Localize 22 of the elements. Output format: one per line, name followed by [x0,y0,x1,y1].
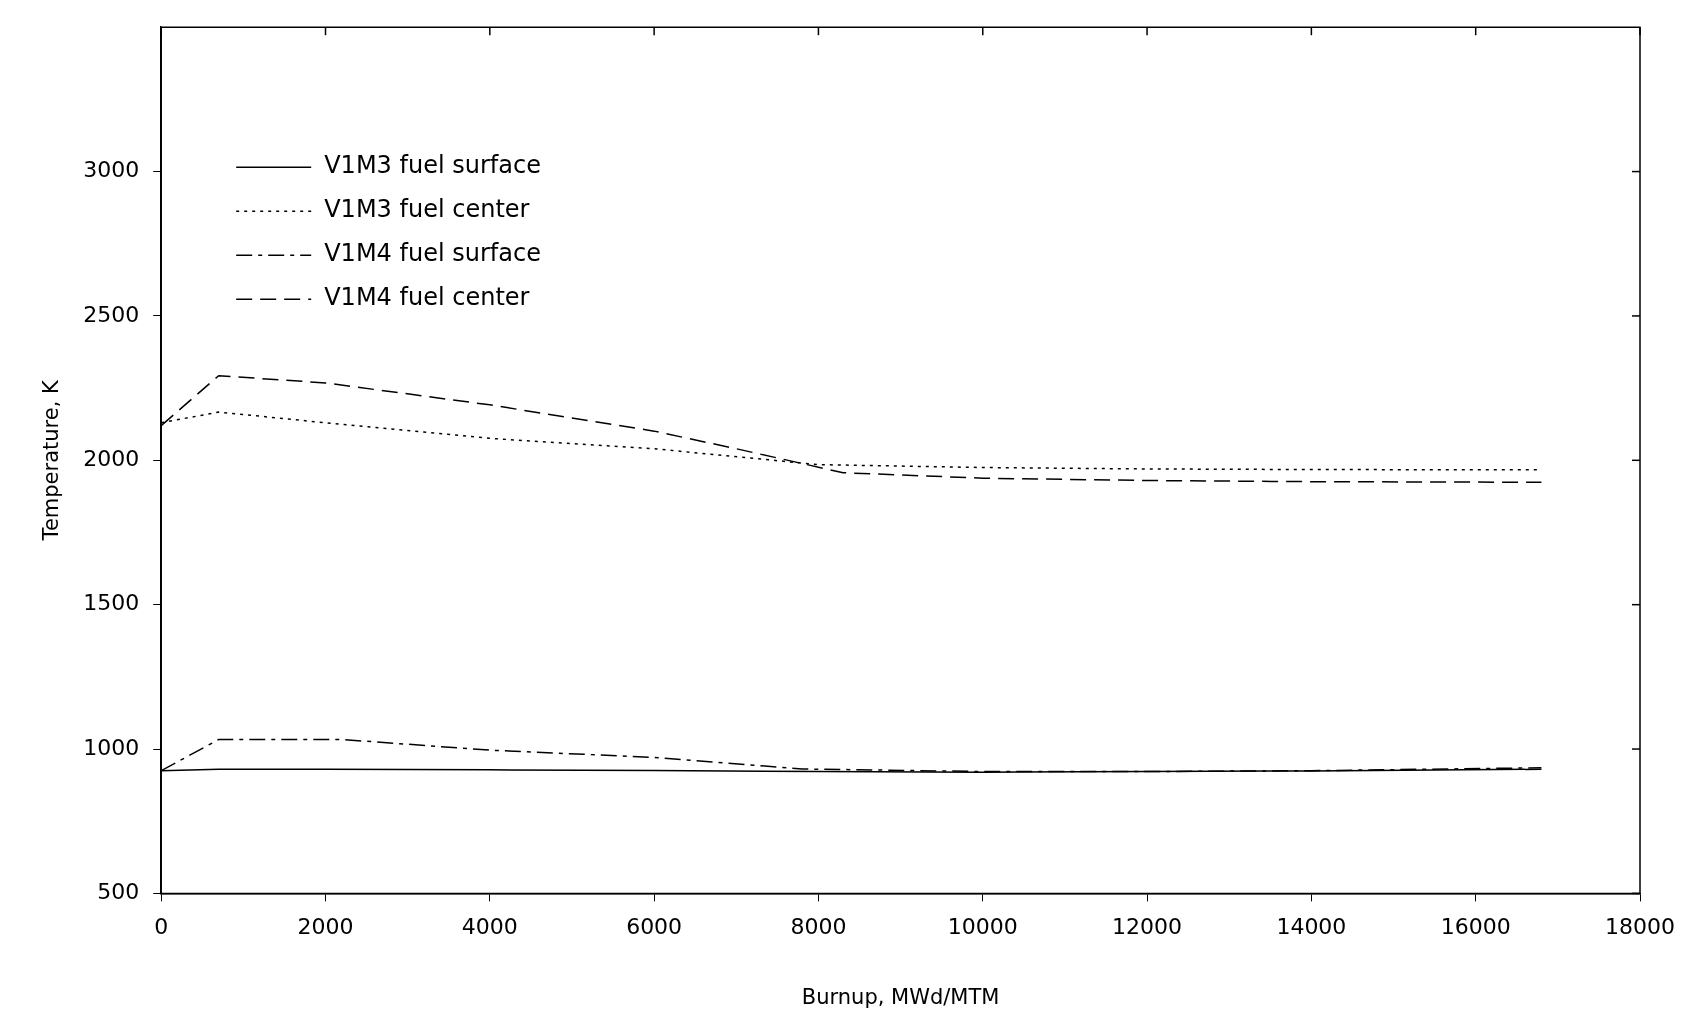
x-tick-label: 4000 [461,914,518,940]
y-axis-title: Temperature, K [39,379,64,542]
x-tick-label: 12000 [1112,914,1183,940]
x-tick-label: 0 [154,914,169,940]
x-axis-title: Burnup, MWd/MTM [801,984,1000,1009]
y-tick-label: 500 [97,879,140,905]
legend-label: V1M3 fuel center [324,195,530,224]
x-tick-label: 14000 [1276,914,1347,940]
x-tick-label: 6000 [626,914,683,940]
y-tick-label: 1000 [83,734,140,760]
legend-label: V1M3 fuel surface [324,151,541,180]
x-tick-label: 2000 [297,914,354,940]
legend-label: V1M4 fuel center [324,283,530,312]
x-tick-label: 18000 [1605,914,1676,940]
legend-label: V1M4 fuel surface [324,239,541,268]
x-tick-label: 16000 [1440,914,1511,940]
y-tick-label: 2000 [83,446,140,472]
y-tick-label: 1500 [83,590,140,616]
y-tick-label: 2500 [83,301,140,327]
y-tick-label: 3000 [83,157,140,183]
x-tick-label: 10000 [947,914,1018,940]
x-tick-label: 8000 [790,914,847,940]
